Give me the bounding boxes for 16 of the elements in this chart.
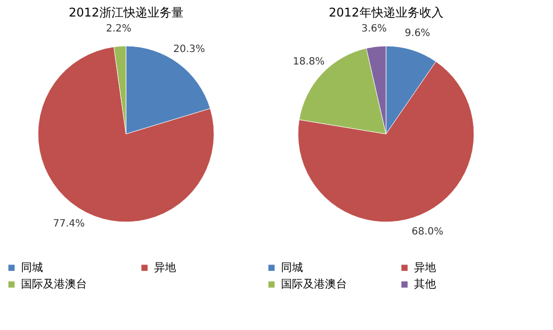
legend-label: 国际及港澳台 — [281, 278, 347, 290]
data-label: 3.6% — [361, 24, 387, 35]
data-label: 9.6% — [404, 28, 430, 39]
legend-label: 国际及港澳台 — [21, 278, 87, 290]
legend-label: 其他 — [414, 278, 436, 290]
legend-label: 同城 — [281, 260, 303, 274]
data-label: 77.4% — [52, 218, 85, 230]
legend-label: 异地 — [154, 260, 176, 274]
legend-label: 同城 — [21, 260, 43, 274]
data-label: 2.2% — [106, 23, 132, 34]
chart-title: 2012年快递业务收入 — [328, 6, 444, 20]
legend-label: 异地 — [414, 260, 436, 274]
data-label: 18.8% — [292, 56, 325, 68]
chart-title: 2012浙江快递业务量 — [68, 5, 184, 20]
data-label: 20.3% — [173, 44, 206, 55]
data-label: 68.0% — [412, 226, 444, 238]
